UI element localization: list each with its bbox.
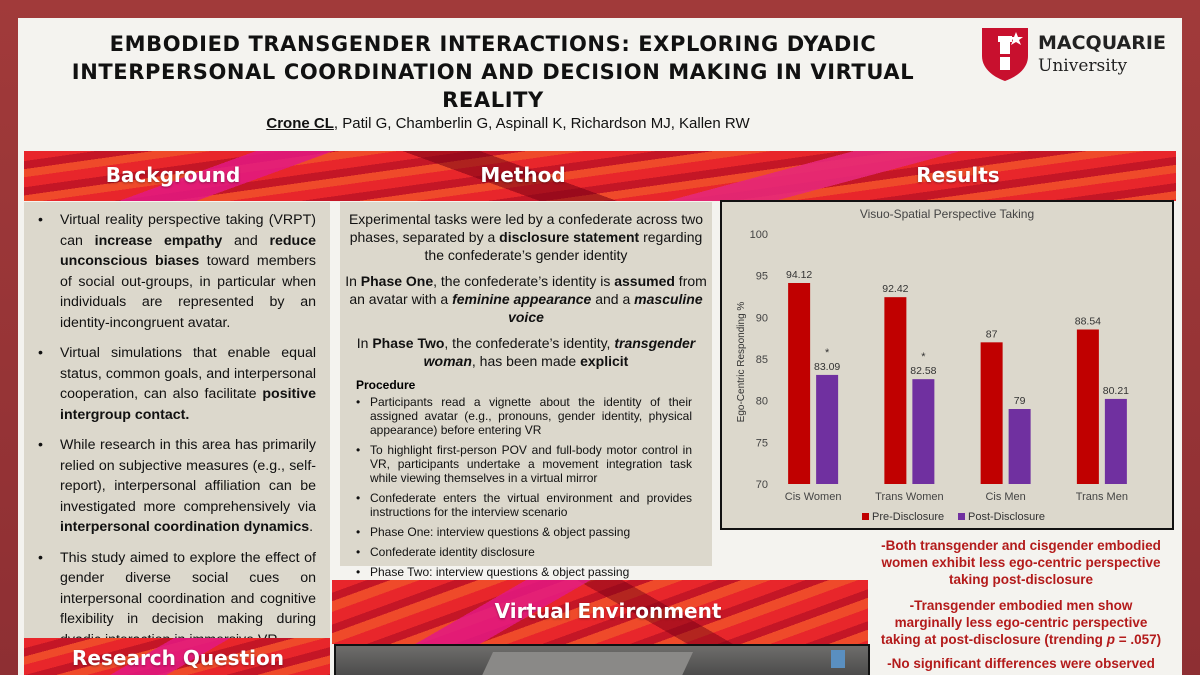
results-chart: Visuo-Spatial Perspective Taking Ego-Cen… (720, 200, 1174, 530)
section-header-band (24, 151, 1176, 201)
procedure-step: Phase Two: interview questions & object … (344, 565, 708, 579)
poster: EMBODIED TRANSGENDER INTERACTIONS: EXPLO… (18, 18, 1182, 675)
result-3: -No significant differences were observe… (887, 656, 1155, 671)
procedure-step: Confederate enters the virtual environme… (344, 491, 708, 519)
method-panel: Experimental tasks were led by a confede… (340, 202, 712, 579)
bar-chart: Visuo-Spatial Perspective Taking Ego-Cen… (736, 207, 1129, 523)
macquarie-logo: MACQUARIE University (980, 26, 1170, 86)
bar-pre (884, 297, 907, 484)
bar-pre (1076, 329, 1099, 484)
data-label: 83.09 (814, 361, 840, 373)
bar-post (816, 374, 839, 484)
y-tick-label: 75 (756, 437, 768, 449)
data-label: 82.58 (910, 365, 936, 377)
background-panel: Virtual reality perspective taking (VRPT… (24, 202, 330, 648)
procedure-step: To highlight first-person POV and full-b… (344, 443, 708, 485)
significance-marker: * (921, 351, 926, 363)
method-heading: Method (480, 163, 566, 187)
procedure-list: Participants read a vignette about the i… (344, 395, 708, 579)
background-bullet: While research in this area has primaril… (24, 435, 330, 538)
virtual-environment-image (334, 644, 870, 675)
legend-swatch (958, 513, 965, 520)
y-tick-label: 80 (756, 396, 768, 408)
chart-title: Visuo-Spatial Perspective Taking (860, 207, 1034, 221)
poster-title: EMBODIED TRANSGENDER INTERACTIONS: EXPLO… (18, 30, 968, 114)
bar-post (912, 379, 935, 484)
research-question-band (24, 638, 330, 675)
legend-swatch (862, 513, 869, 520)
virtual-environment-band (332, 580, 868, 644)
background-bullet: Virtual reality perspective taking (VRPT… (24, 210, 330, 333)
y-tick-label: 90 (756, 312, 768, 324)
data-label: 80.21 (1103, 385, 1129, 397)
legend-label: Pre-Disclosure (872, 511, 944, 523)
virtual-environment-heading: Virtual Environment (494, 599, 722, 623)
bar-pre (980, 342, 1003, 484)
procedure-heading: Procedure (356, 378, 416, 392)
bar-post (1104, 398, 1127, 484)
background-heading: Background (105, 163, 241, 187)
author-list: Crone CL, Patil G, Chamberlin G, Aspinal… (18, 115, 968, 132)
co-authors: , Patil G, Chamberlin G, Aspinall K, Ric… (333, 115, 750, 132)
y-tick-label: 100 (750, 229, 768, 241)
data-label: 88.54 (1075, 316, 1101, 328)
x-tick-label: Trans Men (1076, 491, 1128, 503)
title-line-2: INTERPERSONAL COORDINATION AND DECISION … (71, 60, 915, 112)
method-paragraph-3: In Phase Two, the confederate’s identity… (356, 335, 696, 369)
background-bullet: Virtual simulations that enable equal st… (24, 343, 330, 425)
title-line-1: EMBODIED TRANSGENDER INTERACTIONS: EXPLO… (109, 32, 877, 56)
method-paragraph-2: In Phase One, the confederate’s identity… (345, 273, 707, 325)
procedure-step: Confederate identity disclosure (344, 545, 708, 559)
background-bullet: This study aimed to explore the effect o… (24, 548, 330, 651)
legend-label: Post-Disclosure (968, 511, 1045, 523)
research-question-heading: Research Question (72, 646, 284, 670)
x-tick-label: Cis Men (985, 491, 1025, 503)
data-label: 79 (1014, 395, 1026, 407)
procedure-step: Phase One: interview questions & object … (344, 525, 708, 539)
method-paragraph-1: Experimental tasks were led by a confede… (348, 211, 704, 263)
significance-marker: * (825, 347, 830, 359)
result-1: -Both transgender and cisgender embodied… (881, 538, 1161, 587)
y-tick-label: 95 (756, 271, 768, 283)
result-2: -Transgender embodied men show marginall… (880, 598, 1162, 647)
procedure-step: Participants read a vignette about the i… (344, 395, 708, 437)
logo-subname: University (1038, 56, 1128, 76)
x-tick-label: Trans Women (875, 491, 943, 503)
lighthouse-shield-icon (982, 28, 1028, 81)
y-tick-label: 85 (756, 354, 768, 366)
logo-name: MACQUARIE (1038, 32, 1166, 54)
data-label: 92.42 (882, 283, 908, 295)
y-tick-label: 70 (756, 479, 768, 491)
y-axis-label: Ego-Centric Responding % (736, 302, 747, 423)
results-heading: Results (916, 163, 1000, 187)
data-label: 87 (986, 328, 998, 340)
bar-pre (788, 283, 811, 484)
x-tick-label: Cis Women (785, 491, 842, 503)
data-label: 94.12 (786, 269, 812, 281)
bar-post (1008, 409, 1031, 484)
lead-author: Crone CL (266, 115, 334, 132)
